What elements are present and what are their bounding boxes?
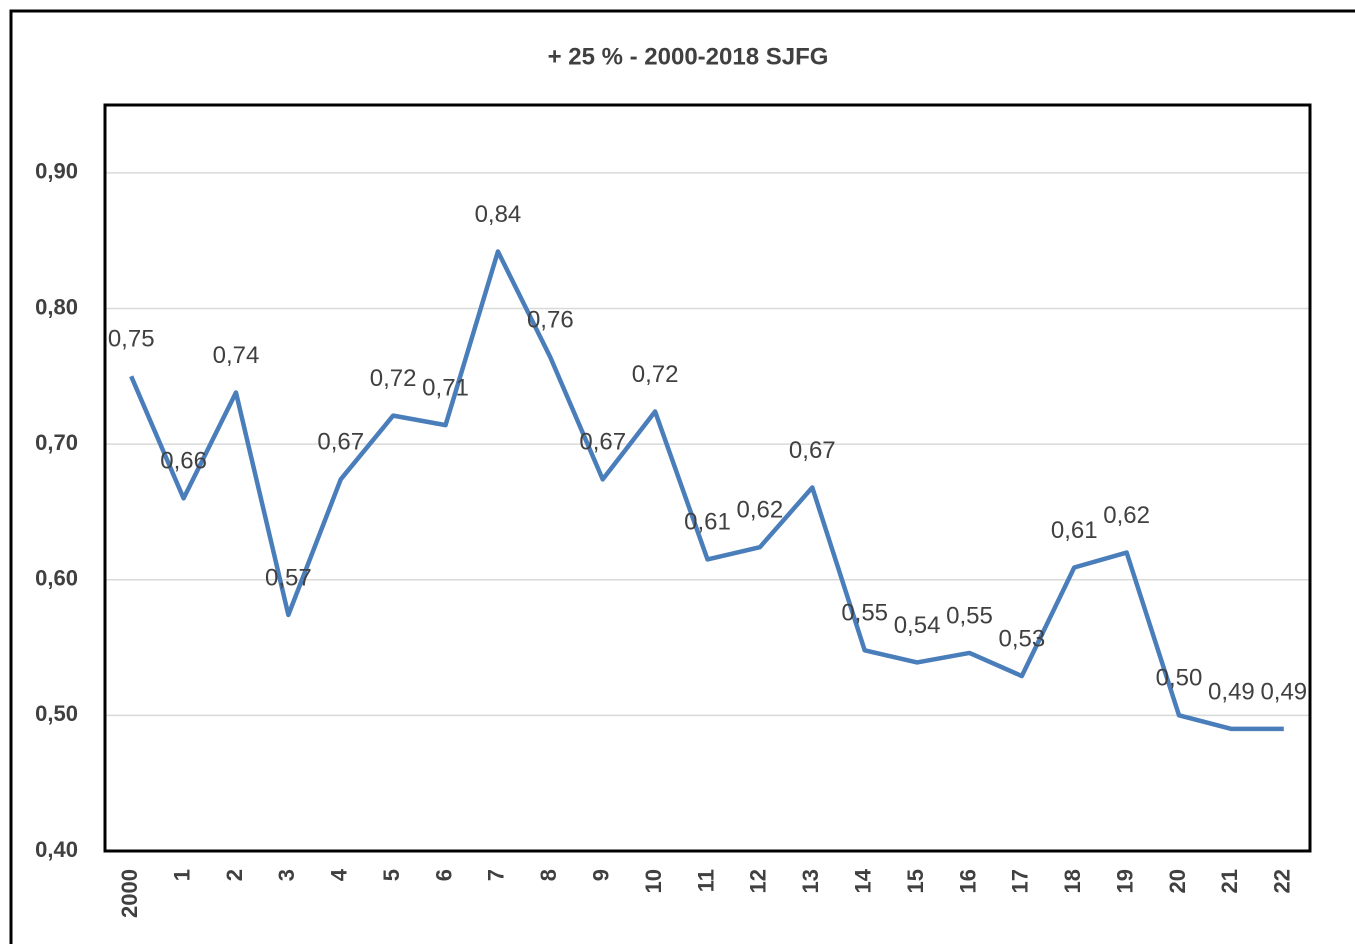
data-label: 0,66 bbox=[160, 448, 207, 475]
chart-title: + 25 % - 2000-2018 SJFG bbox=[548, 43, 829, 70]
data-label: 0,72 bbox=[632, 361, 679, 388]
data-label: 0,53 bbox=[998, 625, 1045, 652]
x-tick-label: 3 bbox=[274, 869, 299, 881]
data-label: 0,72 bbox=[370, 365, 417, 392]
x-tick-label: 2000 bbox=[117, 869, 142, 918]
data-label: 0,61 bbox=[684, 509, 731, 536]
data-label: 0,67 bbox=[789, 437, 836, 464]
y-tick-label: 0,70 bbox=[35, 430, 78, 455]
x-tick-label: 22 bbox=[1270, 869, 1295, 893]
y-tick-label: 0,90 bbox=[35, 159, 78, 184]
x-tick-label: 11 bbox=[693, 869, 718, 892]
data-label: 0,67 bbox=[579, 429, 626, 456]
data-label: 0,49 bbox=[1260, 678, 1307, 705]
plot-border bbox=[103, 103, 1312, 853]
y-tick-label: 0,40 bbox=[35, 837, 78, 862]
data-label: 0,71 bbox=[422, 374, 469, 401]
x-tick-label: 12 bbox=[746, 869, 771, 893]
data-label: 0,55 bbox=[841, 600, 888, 627]
data-label: 0,76 bbox=[527, 307, 574, 334]
data-label: 0,62 bbox=[1103, 502, 1150, 529]
data-label: 0,50 bbox=[1156, 665, 1203, 692]
data-label: 0,62 bbox=[737, 497, 784, 524]
y-tick-label: 0,50 bbox=[35, 701, 78, 726]
chart-border bbox=[9, 9, 1355, 944]
x-tick-label: 5 bbox=[379, 869, 404, 881]
x-tick-label: 15 bbox=[903, 869, 928, 893]
x-tick-label: 4 bbox=[327, 868, 352, 881]
y-tick-label: 0,80 bbox=[35, 294, 78, 319]
x-tick-label: 2 bbox=[222, 869, 247, 881]
data-label: 0,75 bbox=[108, 326, 155, 353]
x-tick-label: 1 bbox=[169, 869, 194, 881]
data-label: 0,67 bbox=[317, 429, 364, 456]
data-label: 0,55 bbox=[946, 602, 993, 629]
data-label: 0,74 bbox=[213, 342, 260, 369]
x-tick-label: 8 bbox=[536, 869, 561, 881]
x-tick-label: 13 bbox=[798, 869, 823, 893]
data-label: 0,84 bbox=[475, 201, 522, 228]
x-tick-label: 10 bbox=[641, 869, 666, 893]
x-tick-label: 18 bbox=[1060, 869, 1085, 893]
x-tick-label: 6 bbox=[431, 869, 456, 881]
data-label: 0,57 bbox=[265, 564, 312, 591]
x-tick-label: 21 bbox=[1217, 869, 1242, 893]
x-tick-label: 9 bbox=[589, 869, 614, 881]
y-tick-label: 0,60 bbox=[35, 566, 78, 591]
data-label: 0,61 bbox=[1051, 517, 1098, 544]
x-tick-label: 14 bbox=[850, 868, 875, 893]
data-label: 0,49 bbox=[1208, 678, 1255, 705]
data-label: 0,54 bbox=[894, 612, 941, 639]
data-line bbox=[129, 249, 1284, 732]
x-tick-label: 20 bbox=[1165, 869, 1190, 893]
x-tick-label: 17 bbox=[1008, 869, 1033, 893]
x-tick-label: 19 bbox=[1112, 869, 1137, 893]
x-tick-label: 7 bbox=[484, 869, 509, 881]
x-tick-label: 16 bbox=[955, 869, 980, 893]
